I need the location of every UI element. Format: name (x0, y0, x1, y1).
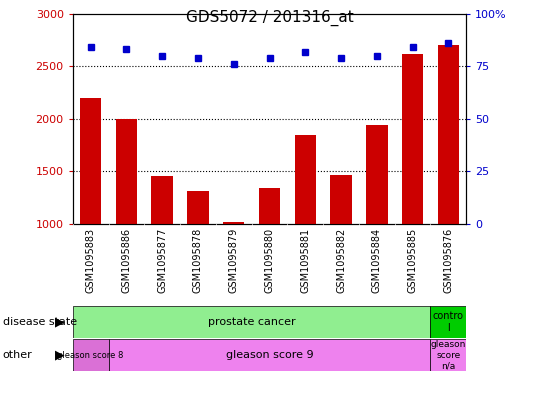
Text: gleason
score
n/a: gleason score n/a (431, 340, 466, 370)
Bar (431, 339, 466, 371)
Text: ▶: ▶ (54, 349, 64, 362)
Bar (259, 188, 280, 224)
Text: disease state: disease state (3, 317, 77, 327)
Text: gleason score 8: gleason score 8 (58, 351, 124, 360)
Text: other: other (3, 350, 32, 360)
Bar (366, 125, 388, 224)
Text: GDS5072 / 201316_at: GDS5072 / 201316_at (185, 10, 354, 26)
Text: GSM1095877: GSM1095877 (157, 228, 167, 294)
Text: GSM1095876: GSM1095876 (444, 228, 453, 293)
Bar (402, 54, 423, 224)
Bar (73, 339, 108, 371)
Text: GSM1095885: GSM1095885 (407, 228, 418, 293)
Bar (431, 306, 466, 338)
Bar (294, 135, 316, 224)
Bar (80, 98, 101, 224)
Text: prostate cancer: prostate cancer (208, 317, 295, 327)
Text: GSM1095884: GSM1095884 (372, 228, 382, 293)
Text: gleason score 9: gleason score 9 (226, 350, 313, 360)
Text: GSM1095881: GSM1095881 (300, 228, 310, 293)
Bar (438, 45, 459, 224)
Text: GSM1095883: GSM1095883 (86, 228, 95, 293)
Text: GSM1095878: GSM1095878 (193, 228, 203, 293)
Text: GSM1095879: GSM1095879 (229, 228, 239, 293)
Text: GSM1095880: GSM1095880 (265, 228, 274, 293)
Bar (116, 119, 137, 224)
Bar (108, 339, 431, 371)
Text: GSM1095882: GSM1095882 (336, 228, 346, 293)
Text: ▶: ▶ (54, 315, 64, 329)
Bar (330, 174, 352, 224)
Text: GSM1095886: GSM1095886 (121, 228, 132, 293)
Bar (151, 176, 173, 224)
Bar (223, 222, 245, 224)
Text: contro
l: contro l (433, 311, 464, 332)
Bar (187, 191, 209, 224)
